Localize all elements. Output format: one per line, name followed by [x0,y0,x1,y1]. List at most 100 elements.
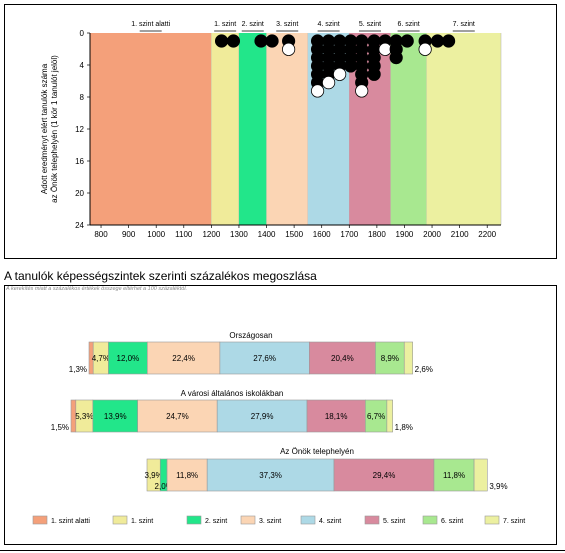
legend-label: 7. szint [503,518,525,525]
bar-segment-label: 24,7% [166,412,189,421]
bar-segment [108,341,148,375]
bar-segment [166,458,208,492]
bar-segment-label: 18,1% [325,412,348,421]
bar-segment-label: 4,7% [92,354,110,363]
legend-label: 4. szint [319,518,341,525]
bar-segment-label: 27,6% [253,354,276,363]
rounding-note: A kerekítés miatt a százalékos értékek ö… [6,286,188,292]
bar-segment [216,399,308,433]
distribution-chart-frame: 1. szint alatti 1. szint 2. szint 3. szint 4… [4,4,557,259]
bar-segment [375,341,405,375]
student-marker-filled [400,34,414,48]
legend-swatch [32,515,48,525]
bar-segment-label: 12,0% [117,354,140,363]
page-divider [0,550,565,551]
level-band-label: 2. szint [242,21,264,28]
student-marker-open [378,42,392,56]
bar-segment-label: 11,8% [176,471,198,480]
legend-label: 6. szint [441,518,463,525]
section-title: A tanulók képességszintek szerinti száza… [4,269,317,283]
bar-segment [306,399,366,433]
y-axis-title-line1: Adott eredményt elért tanulók száma [40,63,49,194]
student-marker-open [282,42,296,56]
bar-segment-label: 27,9% [251,412,274,421]
student-marker-filled [441,34,456,48]
student-marker-filled [265,34,279,48]
bar-segment-label: 22,4% [172,354,195,363]
x-tick-label: 1200 [202,230,220,239]
bar-segment-label: 11,8% [443,471,465,480]
y-axis-title-line2: az Önök telephelyén (1 kör 1 tanulót jel… [50,55,59,203]
group-title: Országosan [229,331,272,340]
x-tick-label: 800 [94,230,108,239]
legend-swatch [240,515,256,525]
level-band-label: 7. szint [453,21,475,28]
level-band-label: 1. szint [214,21,236,28]
student-marker-filled [430,34,445,48]
distribution-chart: 1. szint alatti 1. szint 2. szint 3. szint 4… [40,21,502,239]
student-marker-open [310,84,325,98]
student-marker-filled [389,51,403,65]
bar-segment [219,341,310,375]
bar-segment-label: 6,7% [367,412,385,421]
legend-swatch [300,515,316,525]
group-title: Az Önök telephelyén [280,447,354,456]
student-marker-open [355,84,369,98]
bar-segment [137,399,218,433]
bar-segment [433,458,475,492]
legend-swatch [364,515,380,525]
bar-segment-label: 1,3% [69,365,87,374]
legend-swatch [422,515,438,525]
bar-segment-label: 3,9% [145,471,163,480]
x-tick-label: 1700 [340,230,358,239]
x-tick-label: 1600 [313,230,331,239]
level-band-label: 4. szint [318,21,340,28]
bar-segment-label: 8,9% [381,354,399,363]
y-tick-label: 20 [75,189,84,198]
bar-segment-label: 5,3% [75,412,93,421]
y-tick-label: 12 [75,125,84,134]
level-band-label: 1. szint alatti [131,21,170,28]
bar-segment-label: 2,0% [155,482,173,491]
legend-swatch [186,515,202,525]
student-marker-filled [214,34,229,48]
level-band-7 [390,33,427,225]
level-band-label: 6. szint [398,21,420,28]
bar-segment-label: 1,5% [51,423,69,432]
level-band-2 [211,33,239,225]
bar-segment-label: 2,6% [415,365,433,374]
x-tick-label: 2100 [451,230,469,239]
bar-segment [473,458,488,492]
bar-segment [92,399,138,433]
x-tick-label: 1000 [147,230,165,239]
bar-segment-label: 37,3% [259,471,282,480]
student-marker-filled [367,67,381,81]
x-tick-label: 1400 [258,230,276,239]
student-marker-filled [344,59,358,73]
legend-swatch [112,515,128,525]
bar-segment-label: 1,8% [395,423,413,432]
proficiency-chart-frame: Országosan 1,3% 4,7% 12,0% 22,4% 27,6% 20,4% 8,… [4,285,557,545]
bar-segment-label: 20,4% [331,354,354,363]
legend-label: 1. szint [131,518,153,525]
student-marker-open [418,42,432,56]
x-tick-label: 2000 [423,230,441,239]
group-title: A városi általános iskolákban [181,389,284,398]
bar-segment [386,399,393,433]
legend-swatch [484,515,500,525]
bar-segment [206,458,335,492]
bar-segment-label: 13,9% [104,412,127,421]
x-tick-label: 900 [122,230,136,239]
level-band-1 [90,33,212,225]
student-marker-filled [226,34,241,48]
legend-label: 5. szint [383,518,405,525]
x-tick-label: 1100 [175,230,193,239]
proficiency-chart: Országosan 1,3% 4,7% 12,0% 22,4% 27,6% 20,4% 8,… [32,331,525,525]
bar-segment [147,341,221,375]
bar-segment-label: 29,4% [373,471,396,480]
y-tick-label: 0 [80,29,85,38]
y-tick-label: 8 [80,93,85,102]
y-tick-label: 16 [75,157,84,166]
level-band-8 [426,33,501,225]
student-marker-open [322,76,336,90]
